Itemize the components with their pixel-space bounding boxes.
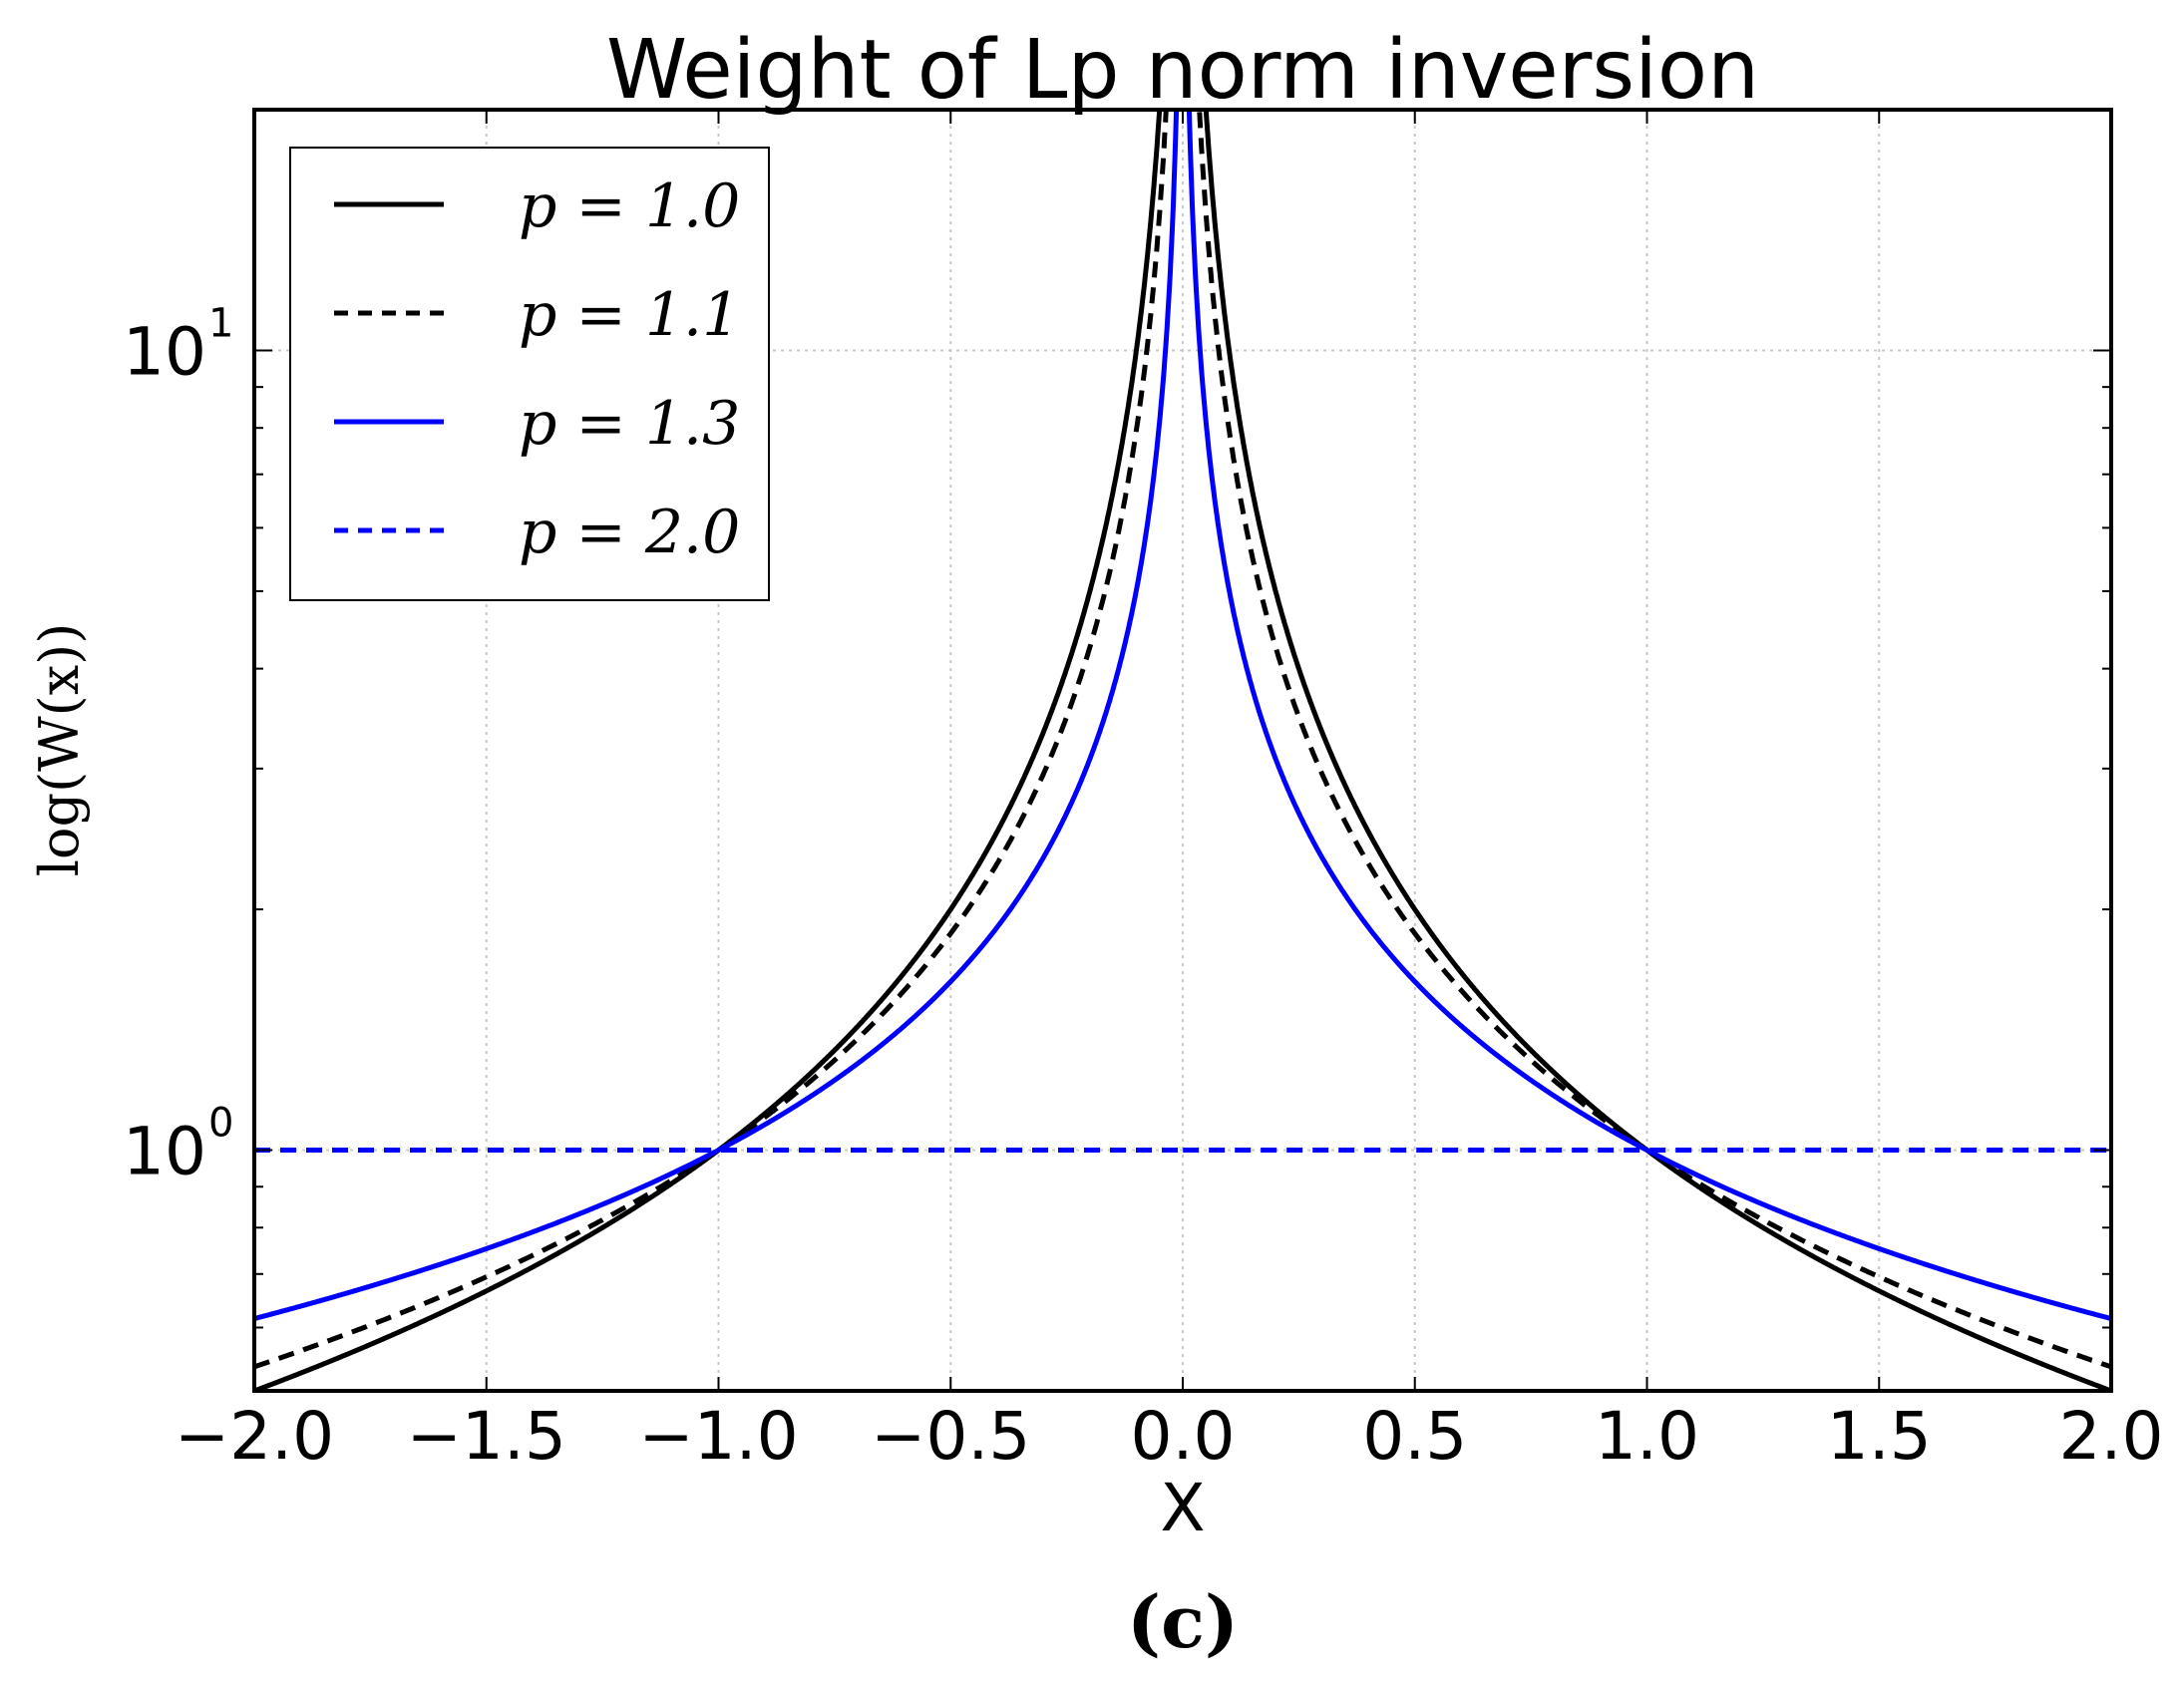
x-tick-label: 0.5 (1362, 1398, 1467, 1475)
y-tick-exponent: 1 (208, 300, 233, 346)
x-tick-label: 1.5 (1827, 1398, 1932, 1475)
x-axis-label: X (1160, 1470, 1205, 1546)
y-tick-label: 10 (123, 1114, 206, 1190)
y-tick-label: 10 (123, 313, 206, 390)
y-axis-label: log(W(x)) (28, 623, 91, 877)
series-line (254, 110, 2111, 1322)
chart-title: Weight of Lp norm inversion (606, 23, 1759, 118)
x-tick-label: −2.0 (175, 1398, 334, 1475)
x-tick-label: −0.5 (871, 1398, 1030, 1475)
x-tick-label: 1.0 (1595, 1398, 1699, 1475)
axis-ticks (253, 109, 2112, 1391)
legend-label: p = 1.0 (519, 171, 740, 241)
x-tick-labels: −2.0 −1.5 −1.0 −0.5 0.0 0.5 1.0 1.5 2.0 (175, 1398, 2164, 1475)
y-tick-exponent: 0 (208, 1101, 233, 1147)
x-tick-label: 2.0 (2059, 1398, 2164, 1475)
series-lines (254, 110, 2111, 1391)
panel-label: (c) (1127, 1579, 1239, 1664)
x-tick-label: −1.0 (638, 1398, 798, 1475)
legend-box (289, 147, 770, 601)
legend-label: p = 1.3 (519, 389, 740, 459)
x-tick-label: 0.0 (1131, 1398, 1236, 1475)
legend-label: p = 2.0 (519, 498, 740, 567)
legend: p = 1.0 p = 1.1 p = 1.3 p = 2.0 (289, 147, 770, 601)
legend-label: p = 1.1 (519, 280, 740, 350)
x-tick-label: −1.5 (407, 1398, 566, 1475)
